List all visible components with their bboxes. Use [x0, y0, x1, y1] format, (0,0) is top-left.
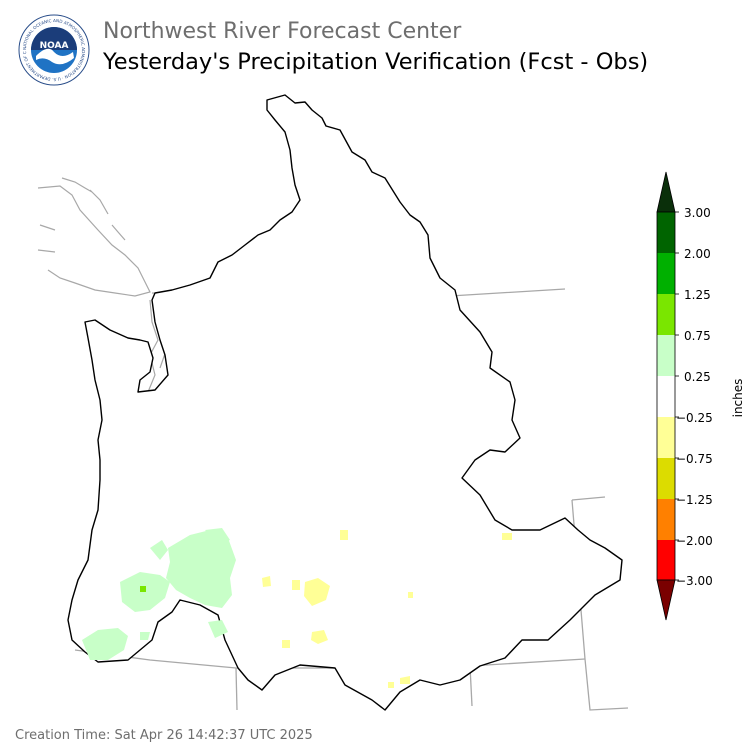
colorbar-tick-label: 1.25	[684, 288, 711, 302]
noaa-logo-text: NOAA	[40, 41, 69, 51]
colorbar-tick-label: 3.00	[684, 206, 711, 220]
colorbar-legend: 3.00 2.00 1.25 0.75 0.25 −0.25 −0.75 −1.…	[656, 171, 745, 621]
coastline	[37, 177, 169, 393]
colorbar-seg-125-2	[657, 253, 675, 294]
colorbar-seg-025-075	[657, 335, 675, 376]
id-wy-border	[571, 496, 606, 501]
ca-nv-border	[235, 667, 238, 711]
vancouver-island	[37, 185, 151, 297]
colorbar-tick-label: −3.00	[676, 574, 713, 588]
colorbar-tick-label: −0.25	[676, 411, 713, 425]
noaa-logo: NATIONAL OCEANIC AND ATMOSPHERIC ADMINIS…	[18, 14, 90, 86]
colorbar-tick-label: 2.00	[684, 247, 711, 261]
colorbar-tick-label: −1.25	[676, 493, 713, 507]
colorbar-seg-neg2-neg125	[657, 499, 675, 540]
colorbar-seg-075-125	[657, 294, 675, 335]
colorbar-seg-neg025-025	[657, 376, 675, 417]
bc-inlets	[37, 177, 126, 253]
colorbar-extend-top	[656, 171, 676, 213]
green-areas-075-125	[140, 586, 146, 592]
colorbar-tick-label: −0.75	[676, 452, 713, 466]
colorbar-tick-label: −2.00	[676, 534, 713, 548]
colorbar-tick-label: 0.25	[684, 370, 711, 384]
basin-outline	[67, 94, 623, 711]
agency-title: Northwest River Forecast Center	[103, 19, 462, 44]
colorbar-tick-label: 0.75	[684, 329, 711, 343]
colorbar-seg-neg3-neg2	[657, 540, 675, 580]
creation-time: Creation Time: Sat Apr 26 14:42:37 UTC 2…	[15, 728, 313, 743]
colorbar-seg-2-3	[657, 212, 675, 253]
colorbar-unit-label: inches	[731, 379, 745, 418]
product-title: Yesterday's Precipitation Verification (…	[103, 49, 649, 75]
colorbar-seg-neg125-neg075	[657, 458, 675, 499]
colorbar-extend-bottom	[656, 579, 676, 621]
yellow-areas-neg025-neg075	[262, 530, 512, 688]
colorbar-seg-neg075-neg025	[657, 417, 675, 458]
